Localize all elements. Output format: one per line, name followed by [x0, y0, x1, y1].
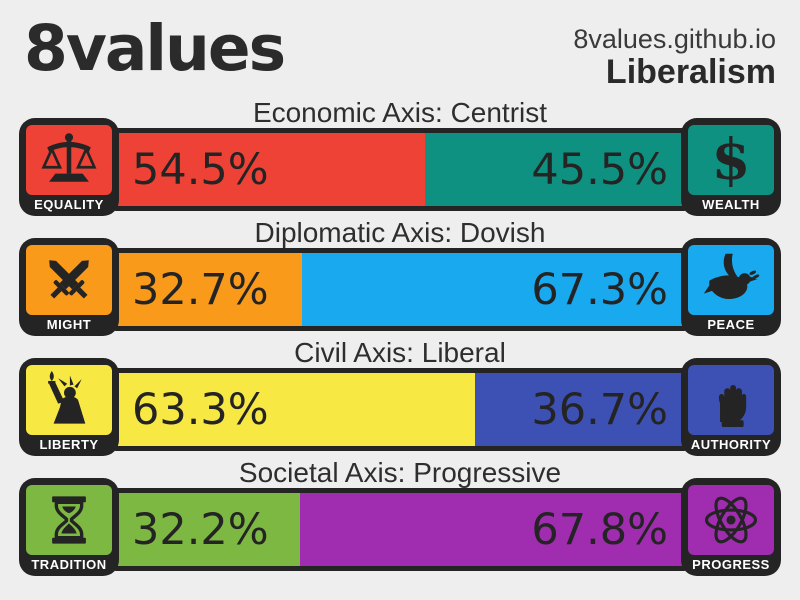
dollar-icon: $: [711, 127, 751, 193]
axis-title-economic: Economic Axis: Centrist: [252, 97, 548, 128]
axis-title-civil: Civil Axis: Liberal: [294, 337, 506, 368]
equality-segment: 54.5%: [118, 133, 426, 206]
might-label: MIGHT: [46, 317, 92, 332]
equality-label: EQUALITY: [34, 197, 104, 212]
equality-percentage: 54.5%: [132, 144, 269, 195]
progress-percentage: 67.8%: [531, 504, 668, 555]
tradition-percentage: 32.2%: [132, 504, 269, 555]
balance-scale-icon: [41, 133, 97, 182]
authority-segment: 36.7%: [475, 373, 682, 446]
progress-label: PROGRESS: [692, 557, 770, 572]
axis-title-societal: Societal Axis: Progressive: [238, 457, 562, 488]
axis-diplomatic: Diplomatic Axis: Dovish 32.7% 67.3%: [0, 216, 800, 336]
raised-fist-icon: [718, 385, 747, 427]
might-badge: MIGHT: [19, 238, 119, 336]
axis-civil: Civil Axis: Liberal 63.3% 36.7% LIBERTY: [0, 336, 800, 456]
statue-of-liberty-icon: [48, 371, 86, 424]
economic-bar: 54.5% 45.5%: [113, 128, 687, 211]
wealth-label: WEALTH: [702, 197, 760, 212]
axis-title-diplomatic: Diplomatic Axis: Dovish: [254, 217, 546, 248]
peace-segment: 67.3%: [302, 253, 682, 326]
peace-percentage: 67.3%: [531, 264, 668, 315]
liberty-label: LIBERTY: [39, 437, 99, 452]
might-icon-face: [26, 245, 112, 315]
crossed-swords-icon: [49, 260, 89, 299]
ideology-result: Liberalism: [605, 53, 776, 91]
peace-icon-face: [688, 245, 774, 315]
diplomatic-bar: 32.7% 67.3%: [113, 248, 687, 331]
wealth-percentage: 45.5%: [531, 144, 668, 195]
hourglass-icon: [52, 496, 86, 544]
axis-economic: Economic Axis: Centrist 54.5% 45.5% EQUA…: [0, 96, 800, 216]
axis-societal: Societal Axis: Progressive 32.2% 67.8% T…: [0, 456, 800, 576]
progress-segment: 67.8%: [299, 493, 682, 566]
authority-icon-face: [688, 365, 774, 435]
authority-label: AUTHORITY: [690, 437, 772, 452]
civil-bar: 63.3% 36.7%: [113, 368, 687, 451]
progress-badge: PROGRESS: [681, 478, 781, 576]
header: 8values 8values.github.io Liberalism: [0, 0, 800, 96]
liberty-icon-face: [26, 365, 112, 435]
atom-icon: [704, 496, 758, 544]
might-segment: 32.7%: [118, 253, 303, 326]
wealth-badge: $ WEALTH: [681, 118, 781, 216]
tradition-badge: TRADITION: [19, 478, 119, 576]
wealth-segment: 45.5%: [425, 133, 682, 206]
societal-bar: 32.2% 67.8%: [113, 488, 687, 571]
tradition-segment: 32.2%: [118, 493, 300, 566]
site-url: 8values.github.io: [573, 24, 776, 54]
app-title: 8values: [24, 12, 286, 85]
equality-badge: EQUALITY: [19, 118, 119, 216]
progress-icon-face: [688, 485, 774, 555]
dove-icon: [703, 253, 760, 300]
header-right: 8values.github.io Liberalism: [573, 24, 776, 90]
wealth-icon-face: $: [688, 125, 774, 195]
tradition-label: TRADITION: [31, 557, 107, 572]
equality-icon-face: [26, 125, 112, 195]
peace-badge: PEACE: [681, 238, 781, 336]
authority-badge: AUTHORITY: [681, 358, 781, 456]
liberty-segment: 63.3%: [118, 373, 475, 446]
liberty-badge: LIBERTY: [19, 358, 119, 456]
authority-percentage: 36.7%: [531, 384, 668, 435]
tradition-icon-face: [26, 485, 112, 555]
liberty-percentage: 63.3%: [132, 384, 269, 435]
might-percentage: 32.7%: [132, 264, 269, 315]
peace-label: PEACE: [707, 317, 755, 332]
